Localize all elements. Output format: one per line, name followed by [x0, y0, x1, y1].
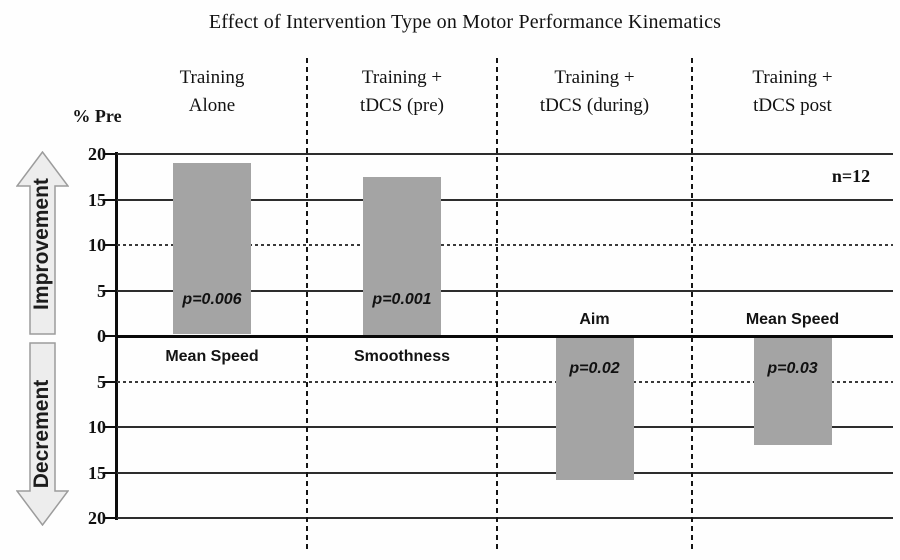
bar-3: [555, 337, 634, 480]
y-tick-label: 15: [88, 189, 106, 210]
measure-label: Aim: [579, 311, 610, 328]
measure-label: Mean Speed: [165, 348, 259, 365]
improvement-arrow-icon: [16, 151, 69, 335]
column-header-3: Training + tDCS (during): [539, 67, 650, 116]
y-axis-unit-label: % Pre: [72, 106, 122, 126]
y-tick-mark: [103, 198, 117, 201]
column-header-2: Training + tDCS (pre): [360, 67, 444, 116]
column-separator: [691, 58, 693, 550]
y-tick-label: 10: [88, 235, 106, 255]
p-value-label: p=0.006: [182, 291, 242, 308]
gridline: [117, 244, 893, 246]
y-tick-label: 5: [97, 371, 106, 392]
sample-size-label: n=12: [831, 166, 871, 186]
y-tick-mark: [103, 289, 117, 292]
gridline: [117, 289, 893, 292]
improvement-label: Improvement: [30, 178, 53, 310]
gridline: [117, 380, 893, 383]
p-value-label: p=0.001: [372, 291, 432, 308]
y-tick-mark: [103, 517, 117, 519]
y-tick-label: 20: [88, 144, 106, 164]
bar-1: [173, 163, 251, 335]
y-tick-label: 20: [88, 508, 106, 528]
p-value-label: p=0.03: [767, 360, 818, 377]
y-tick-mark: [103, 426, 117, 428]
y-tick-label: 15: [88, 462, 106, 483]
y-tick-label: 5: [97, 280, 106, 301]
y-tick-mark: [103, 471, 117, 474]
y-tick-mark: [103, 244, 117, 246]
bar-2: [363, 176, 441, 335]
column-separator: [306, 58, 308, 550]
decrement-arrow-icon: [16, 342, 69, 526]
gridline: [117, 426, 893, 428]
chart-title: Effect of Intervention Type on Motor Per…: [208, 11, 722, 33]
decrement-label: Decrement: [30, 379, 53, 489]
column-separator: [496, 58, 498, 550]
y-tick-mark: [103, 380, 117, 383]
measure-label: Mean Speed: [745, 311, 840, 328]
zero-line: [117, 334, 893, 338]
gridline: [117, 153, 893, 155]
gridline: [117, 517, 893, 519]
measure-label: Smoothness: [353, 348, 450, 365]
gridline: [117, 198, 893, 201]
y-tick-label: 10: [88, 417, 106, 437]
column-header-1: Training Alone: [179, 67, 245, 116]
gridline: [117, 471, 893, 474]
y-tick-mark: [103, 335, 117, 337]
y-tick-mark: [103, 153, 117, 155]
y-tick-label: 0: [97, 326, 106, 346]
column-header-4: Training + tDCS post: [752, 67, 833, 116]
p-value-label: p=0.02: [569, 360, 620, 377]
bar-4: [753, 337, 832, 446]
